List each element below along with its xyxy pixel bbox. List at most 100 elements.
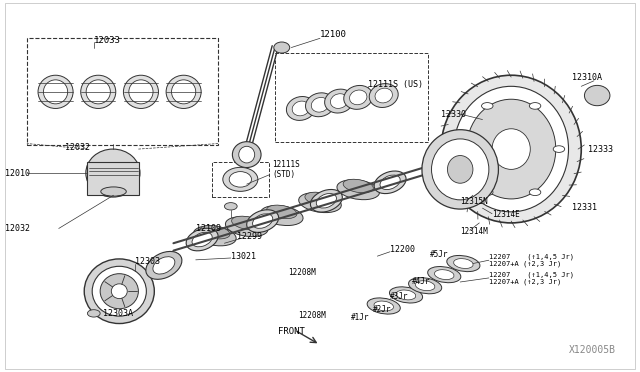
Ellipse shape: [232, 216, 262, 230]
Text: 12330: 12330: [441, 109, 466, 119]
Ellipse shape: [84, 259, 154, 324]
Ellipse shape: [86, 149, 140, 197]
Ellipse shape: [239, 146, 255, 163]
Ellipse shape: [415, 281, 435, 291]
Text: 12315N: 12315N: [460, 198, 488, 206]
Ellipse shape: [44, 80, 68, 104]
Ellipse shape: [229, 171, 252, 187]
Text: 12314M: 12314M: [460, 227, 488, 235]
Ellipse shape: [305, 192, 335, 206]
Ellipse shape: [86, 80, 110, 104]
Bar: [88, 162, 139, 195]
Text: #5Jr: #5Jr: [429, 250, 448, 259]
Ellipse shape: [428, 266, 461, 283]
Ellipse shape: [553, 146, 564, 153]
Ellipse shape: [260, 206, 303, 225]
Ellipse shape: [337, 180, 380, 200]
Ellipse shape: [92, 266, 147, 316]
Ellipse shape: [441, 75, 581, 223]
Ellipse shape: [38, 75, 73, 109]
Text: #2Jr: #2Jr: [373, 305, 392, 314]
Bar: [275, 53, 428, 142]
Ellipse shape: [584, 86, 610, 106]
Ellipse shape: [246, 210, 278, 232]
Text: #3Jr: #3Jr: [390, 292, 408, 301]
Ellipse shape: [367, 298, 400, 314]
Ellipse shape: [186, 228, 218, 251]
Ellipse shape: [408, 278, 442, 294]
Ellipse shape: [292, 101, 310, 116]
Ellipse shape: [310, 189, 342, 212]
Ellipse shape: [324, 89, 354, 113]
Ellipse shape: [316, 193, 337, 208]
Ellipse shape: [349, 90, 367, 105]
Ellipse shape: [274, 42, 290, 53]
Bar: [27, 38, 218, 145]
Ellipse shape: [200, 225, 230, 239]
Ellipse shape: [146, 251, 182, 279]
Text: 12331: 12331: [572, 203, 596, 212]
Ellipse shape: [330, 94, 348, 108]
Text: 12303: 12303: [135, 257, 160, 266]
Text: 12207    (↑1,4,5 Jr): 12207 (↑1,4,5 Jr): [489, 271, 574, 278]
Ellipse shape: [374, 301, 394, 311]
Text: 12100: 12100: [320, 30, 347, 39]
Text: 12032: 12032: [4, 224, 29, 233]
Text: 12208M: 12208M: [288, 268, 316, 277]
Text: FRONT: FRONT: [278, 327, 305, 336]
Ellipse shape: [344, 86, 372, 109]
Ellipse shape: [311, 97, 329, 112]
Ellipse shape: [225, 217, 268, 237]
Text: #1Jr: #1Jr: [351, 312, 369, 321]
Text: 12111S
(STD): 12111S (STD): [272, 160, 300, 179]
Ellipse shape: [492, 129, 531, 169]
Text: 12299: 12299: [237, 232, 262, 241]
Ellipse shape: [481, 189, 493, 196]
Text: 12207+A (↑2,3 Jr): 12207+A (↑2,3 Jr): [489, 261, 561, 267]
Text: 12333: 12333: [588, 145, 612, 154]
Text: 12032: 12032: [65, 144, 90, 153]
Text: 12109: 12109: [196, 224, 221, 233]
Ellipse shape: [81, 75, 116, 109]
Ellipse shape: [153, 257, 175, 274]
Ellipse shape: [124, 75, 159, 109]
Ellipse shape: [88, 310, 100, 317]
Text: 12010: 12010: [4, 169, 29, 177]
Ellipse shape: [396, 290, 416, 300]
Ellipse shape: [192, 232, 212, 247]
Ellipse shape: [529, 189, 541, 196]
Ellipse shape: [389, 287, 422, 303]
Ellipse shape: [454, 86, 568, 212]
Ellipse shape: [447, 256, 480, 272]
Ellipse shape: [435, 270, 454, 279]
Ellipse shape: [172, 80, 196, 104]
Ellipse shape: [299, 193, 341, 213]
Text: 12033: 12033: [94, 36, 121, 45]
Text: 12208M: 12208M: [298, 311, 326, 320]
Ellipse shape: [343, 179, 373, 193]
Text: 12207    (↑1,4,5 Jr): 12207 (↑1,4,5 Jr): [489, 254, 574, 260]
Ellipse shape: [437, 157, 458, 171]
Ellipse shape: [458, 146, 469, 153]
Text: 12111S (US): 12111S (US): [368, 80, 423, 89]
Ellipse shape: [380, 175, 400, 190]
Ellipse shape: [166, 75, 201, 109]
Ellipse shape: [431, 153, 463, 175]
Ellipse shape: [286, 96, 316, 121]
Ellipse shape: [447, 155, 473, 183]
Bar: [212, 162, 269, 197]
Ellipse shape: [232, 142, 261, 167]
Ellipse shape: [375, 88, 392, 103]
Ellipse shape: [422, 130, 499, 209]
Ellipse shape: [225, 203, 237, 210]
Text: 13021: 13021: [231, 251, 256, 261]
Ellipse shape: [454, 259, 473, 269]
Ellipse shape: [305, 93, 335, 117]
Ellipse shape: [193, 226, 236, 246]
Text: #4Jr: #4Jr: [412, 278, 431, 286]
Text: 12200: 12200: [390, 245, 415, 254]
Text: 12314E: 12314E: [492, 210, 520, 219]
Ellipse shape: [100, 274, 138, 309]
Ellipse shape: [369, 84, 398, 108]
Ellipse shape: [267, 205, 297, 219]
